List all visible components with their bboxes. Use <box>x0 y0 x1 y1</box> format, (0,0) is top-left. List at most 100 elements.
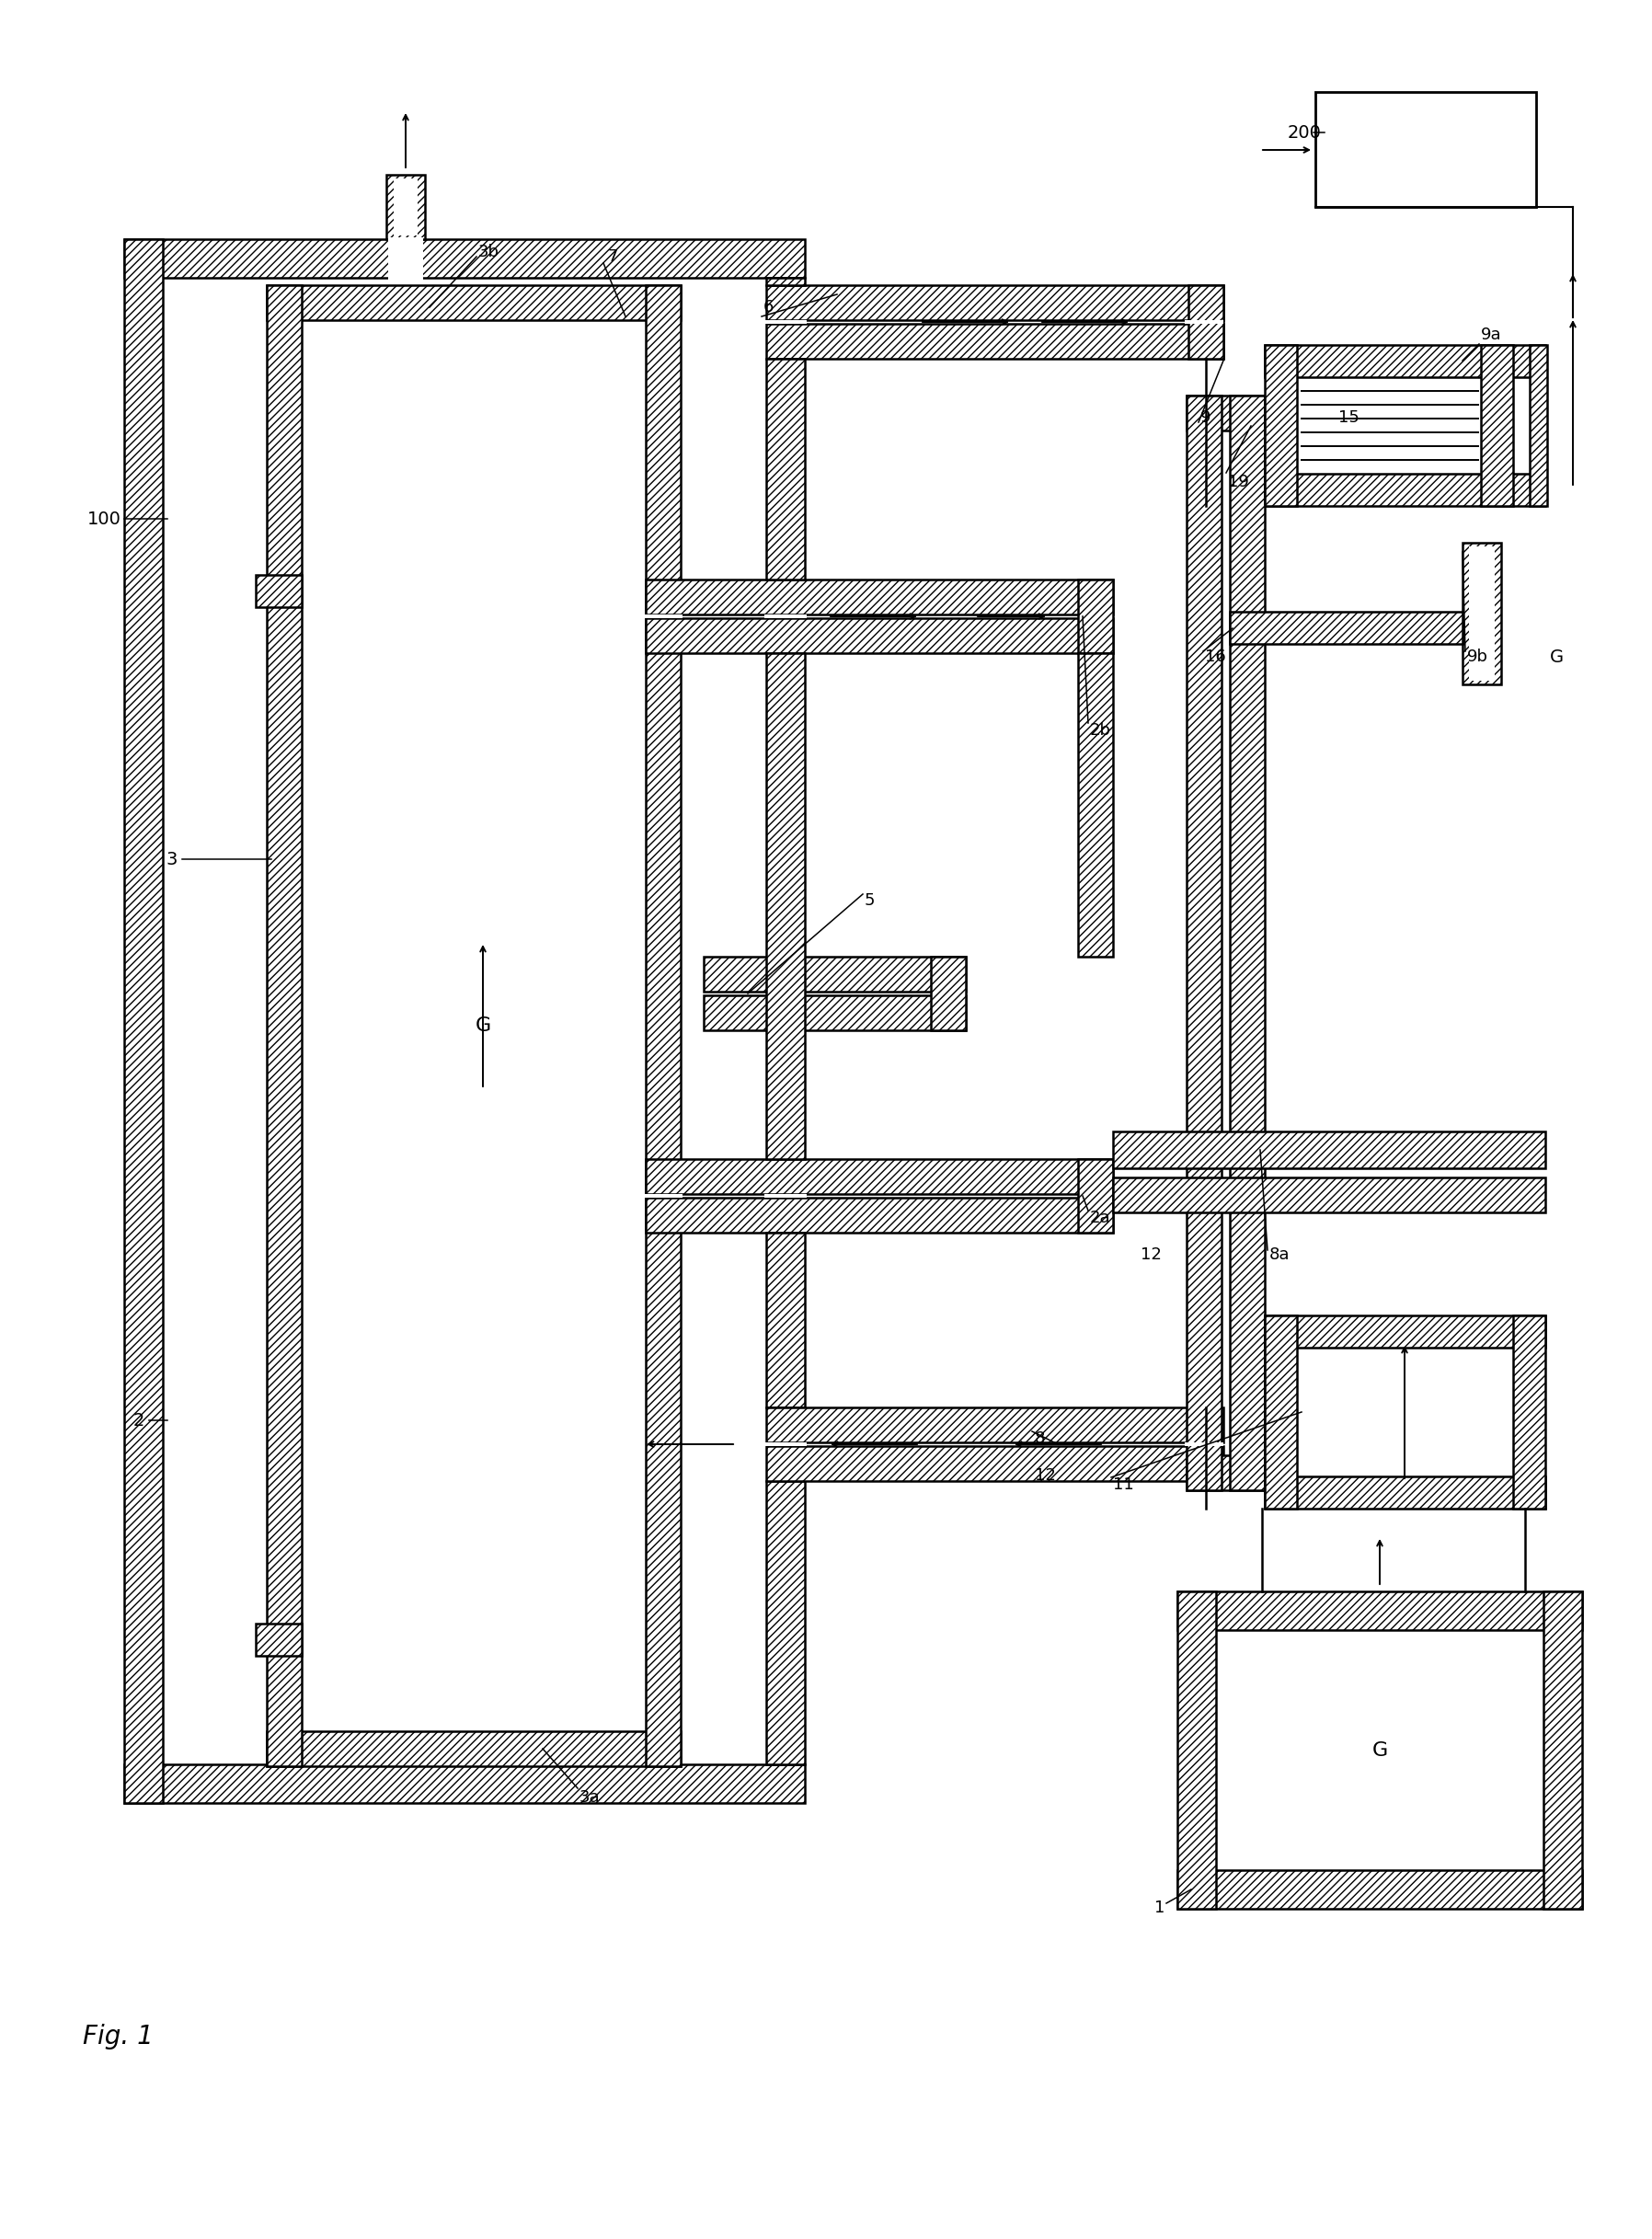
Bar <box>266 284 302 1767</box>
Bar <box>644 1193 682 1198</box>
Bar <box>1178 1592 1216 1910</box>
Bar <box>767 358 805 580</box>
Text: 9b: 9b <box>1467 649 1488 665</box>
Bar <box>256 1623 302 1657</box>
Bar <box>1186 396 1221 1491</box>
Text: 2a: 2a <box>1090 1209 1110 1227</box>
Bar <box>1265 1476 1545 1509</box>
Bar <box>930 956 966 1030</box>
Bar <box>1186 396 1265 430</box>
Bar <box>646 580 1113 613</box>
Text: G: G <box>1371 1742 1388 1760</box>
Bar <box>387 175 425 240</box>
Bar <box>1178 1870 1583 1910</box>
Bar <box>1178 1592 1216 1910</box>
Bar <box>1513 1317 1545 1509</box>
Bar <box>124 240 164 1802</box>
Bar <box>767 278 805 284</box>
Bar <box>646 580 1113 613</box>
Bar <box>644 613 682 618</box>
Bar <box>1229 611 1462 645</box>
Bar <box>646 1193 1113 1198</box>
Text: 16: 16 <box>1204 649 1226 665</box>
Bar <box>767 325 1224 358</box>
Bar <box>1265 1317 1297 1509</box>
Bar <box>646 618 1113 654</box>
Text: Fig. 1: Fig. 1 <box>83 2024 154 2049</box>
Bar <box>124 240 805 278</box>
Text: 19: 19 <box>1227 475 1249 490</box>
Bar <box>256 1623 302 1657</box>
Bar <box>704 996 966 1030</box>
Bar <box>767 1442 1224 1446</box>
Bar <box>646 1160 1113 1193</box>
Bar <box>1079 580 1113 654</box>
Bar <box>256 575 302 607</box>
Bar <box>266 284 681 320</box>
Bar <box>1265 345 1545 376</box>
Text: 5: 5 <box>864 893 876 909</box>
Bar <box>124 240 164 1802</box>
Bar <box>1178 1870 1583 1910</box>
Bar <box>646 284 681 1767</box>
Bar <box>1079 1160 1113 1234</box>
Bar <box>1462 542 1502 685</box>
Text: 12: 12 <box>1140 1247 1161 1263</box>
Text: 9: 9 <box>1201 410 1211 425</box>
Bar <box>1265 475 1545 506</box>
Bar <box>767 358 805 580</box>
Bar <box>930 956 966 1030</box>
Bar <box>646 1198 1113 1234</box>
Bar <box>1178 1592 1583 1630</box>
Bar <box>1265 1317 1297 1509</box>
Bar <box>1186 1455 1265 1491</box>
Text: 11: 11 <box>1113 1476 1133 1493</box>
Bar <box>767 284 1224 320</box>
Text: G: G <box>476 1017 491 1034</box>
Bar <box>767 1480 805 1764</box>
Bar <box>124 1764 805 1802</box>
Bar <box>646 1160 1113 1193</box>
Text: 3a: 3a <box>580 1789 600 1805</box>
Bar <box>1315 92 1536 206</box>
Bar <box>1469 546 1495 681</box>
Bar <box>1530 345 1548 506</box>
Bar <box>266 1731 681 1767</box>
Bar <box>124 1764 805 1802</box>
Bar <box>302 320 646 1731</box>
Bar <box>1113 1178 1545 1211</box>
Bar <box>1178 1592 1583 1630</box>
Bar <box>765 1193 806 1198</box>
Bar <box>1265 345 1545 376</box>
Bar <box>767 1446 1224 1480</box>
Bar <box>1265 475 1545 506</box>
Bar <box>646 618 1113 654</box>
Bar <box>765 320 806 325</box>
Bar <box>767 320 1224 325</box>
Bar <box>767 1234 805 1408</box>
Bar <box>1079 654 1113 956</box>
Bar <box>767 1408 1224 1442</box>
Bar <box>767 284 1224 320</box>
Bar <box>1530 345 1548 506</box>
Bar <box>1229 396 1265 1491</box>
Bar <box>767 325 1224 358</box>
Bar <box>1113 1131 1545 1169</box>
Text: 2: 2 <box>134 1411 145 1428</box>
Bar <box>1186 396 1221 1491</box>
Bar <box>266 284 302 1767</box>
Bar <box>767 654 805 1160</box>
Bar <box>1113 1131 1545 1211</box>
Text: 7: 7 <box>606 249 618 264</box>
Bar <box>1188 284 1224 358</box>
Bar <box>767 1446 1224 1480</box>
Bar <box>704 956 966 992</box>
Bar <box>1265 1317 1545 1348</box>
Bar <box>1184 320 1224 325</box>
Bar <box>1184 1442 1224 1446</box>
Bar <box>1297 1348 1513 1476</box>
Bar <box>1513 1317 1545 1509</box>
Bar <box>1188 284 1224 358</box>
Bar <box>704 992 930 996</box>
Text: 1: 1 <box>1155 1899 1165 1917</box>
